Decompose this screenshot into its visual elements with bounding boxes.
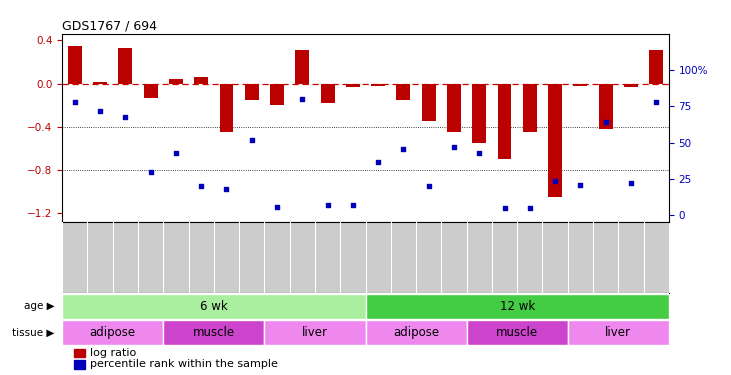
Bar bbox=[194, 77, 208, 84]
Text: tissue ▶: tissue ▶ bbox=[12, 327, 55, 337]
Bar bbox=[118, 48, 132, 84]
Point bbox=[195, 183, 207, 189]
Point bbox=[322, 202, 333, 208]
Point bbox=[347, 202, 359, 208]
Bar bbox=[498, 84, 512, 159]
FancyBboxPatch shape bbox=[466, 320, 568, 345]
FancyBboxPatch shape bbox=[366, 320, 466, 345]
Bar bbox=[93, 82, 107, 84]
Bar bbox=[472, 84, 486, 143]
Point bbox=[271, 204, 283, 210]
Text: liver: liver bbox=[302, 326, 328, 339]
Bar bbox=[219, 84, 233, 132]
Text: log ratio: log ratio bbox=[90, 348, 136, 358]
Bar bbox=[144, 84, 158, 98]
Text: age ▶: age ▶ bbox=[24, 302, 55, 311]
Bar bbox=[422, 84, 436, 122]
Bar bbox=[75, 360, 86, 369]
Point bbox=[448, 144, 460, 150]
Point bbox=[524, 205, 536, 211]
Point bbox=[398, 146, 409, 152]
Point bbox=[499, 205, 510, 211]
Point bbox=[145, 169, 156, 175]
Bar bbox=[169, 79, 183, 84]
Point bbox=[625, 180, 637, 186]
FancyBboxPatch shape bbox=[568, 320, 669, 345]
Text: muscle: muscle bbox=[193, 326, 235, 339]
Point bbox=[246, 137, 257, 143]
Point bbox=[69, 99, 80, 105]
Text: 6 wk: 6 wk bbox=[200, 300, 227, 313]
Bar bbox=[548, 84, 562, 197]
Point bbox=[423, 183, 434, 189]
Bar bbox=[321, 84, 335, 103]
Point bbox=[474, 150, 485, 156]
Bar bbox=[371, 84, 385, 86]
Bar bbox=[447, 84, 461, 132]
Bar bbox=[396, 84, 410, 100]
Point bbox=[297, 96, 308, 102]
Text: muscle: muscle bbox=[496, 326, 538, 339]
FancyBboxPatch shape bbox=[163, 320, 265, 345]
Text: adipose: adipose bbox=[90, 326, 136, 339]
Text: 12 wk: 12 wk bbox=[499, 300, 535, 313]
Bar bbox=[599, 84, 613, 129]
Point bbox=[94, 108, 106, 114]
Text: GDS1767 / 694: GDS1767 / 694 bbox=[62, 20, 157, 33]
Bar bbox=[523, 84, 537, 132]
Point bbox=[575, 182, 586, 188]
Bar bbox=[649, 50, 663, 84]
Point bbox=[221, 186, 232, 192]
Point bbox=[119, 114, 131, 120]
Bar bbox=[68, 46, 82, 84]
Bar bbox=[245, 84, 259, 100]
Bar bbox=[346, 84, 360, 87]
FancyBboxPatch shape bbox=[62, 320, 163, 345]
Point bbox=[549, 177, 561, 183]
FancyBboxPatch shape bbox=[366, 294, 669, 319]
Point bbox=[372, 159, 384, 165]
Text: liver: liver bbox=[605, 326, 632, 339]
Bar bbox=[270, 84, 284, 105]
FancyBboxPatch shape bbox=[62, 294, 366, 319]
Bar bbox=[573, 84, 587, 86]
Bar bbox=[75, 349, 86, 357]
Point bbox=[651, 99, 662, 105]
FancyBboxPatch shape bbox=[265, 320, 366, 345]
Text: percentile rank within the sample: percentile rank within the sample bbox=[90, 360, 278, 369]
Bar bbox=[624, 84, 638, 87]
Text: adipose: adipose bbox=[393, 326, 439, 339]
Bar bbox=[295, 50, 309, 84]
Point bbox=[170, 150, 182, 156]
Point bbox=[600, 119, 612, 125]
